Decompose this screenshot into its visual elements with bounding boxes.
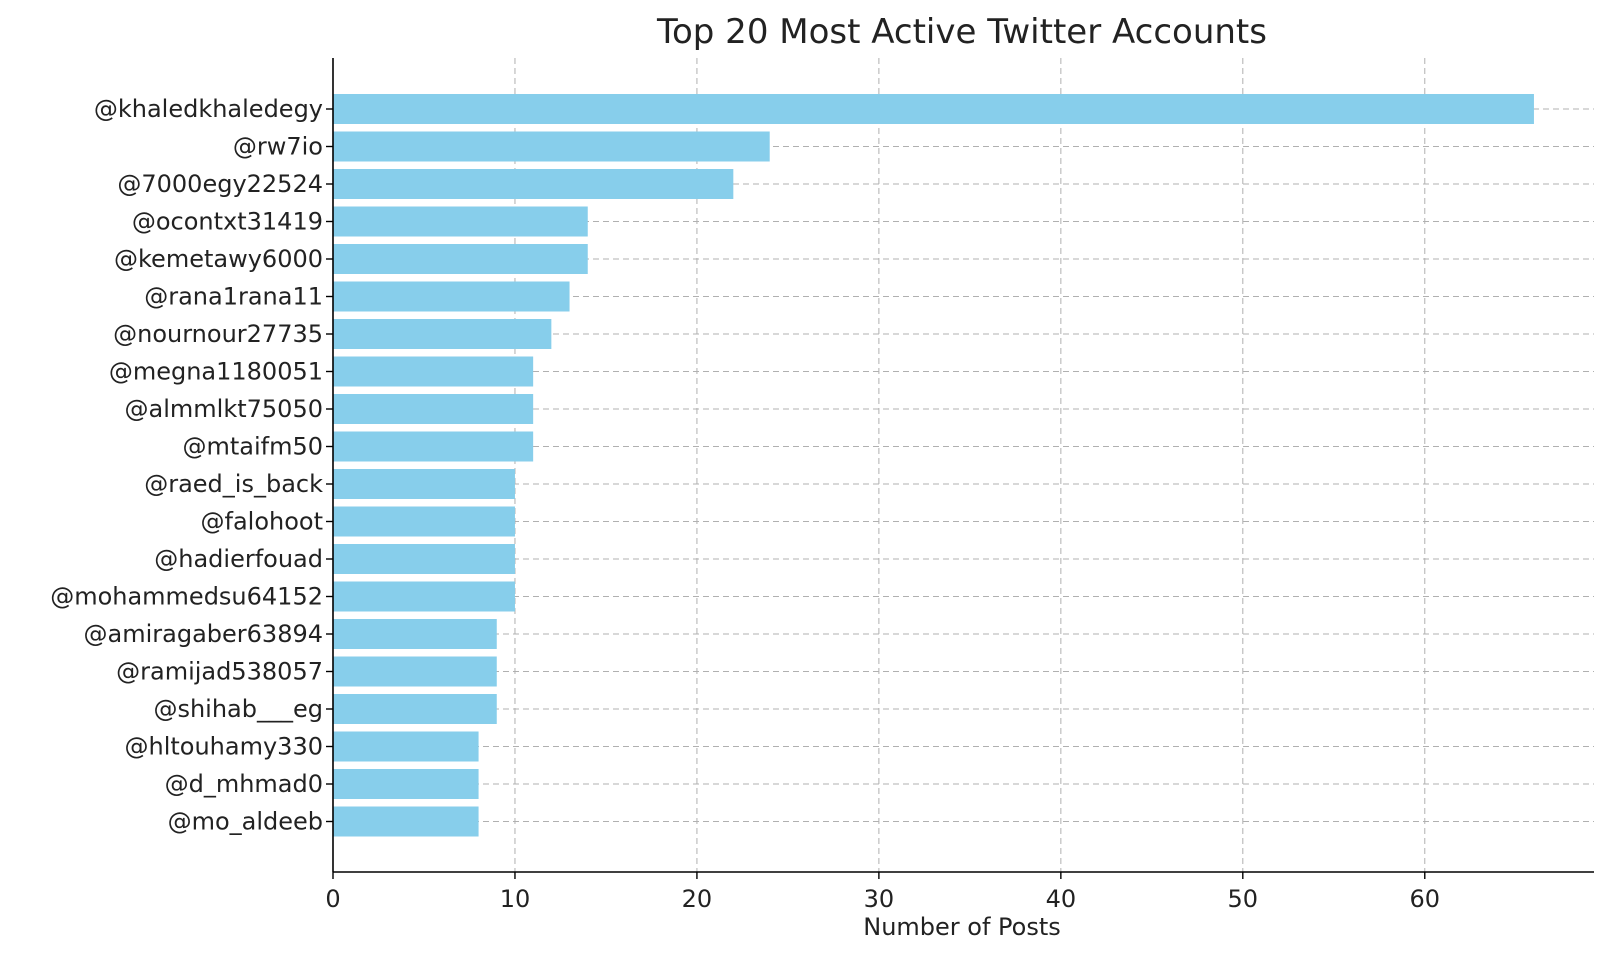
- bar: [333, 244, 588, 274]
- bar: [333, 469, 515, 499]
- bar: [333, 131, 770, 162]
- x-tick-label: 60: [1410, 885, 1441, 913]
- bar: [333, 356, 534, 387]
- bar: [333, 394, 534, 424]
- y-tick-label: @mohammedsu64152: [50, 583, 323, 611]
- y-tick-label: @rw7io: [233, 133, 323, 161]
- bars: [333, 94, 1534, 837]
- x-axis-label: Number of Posts: [863, 913, 1061, 941]
- y-tick-label: @khaledkhaledegy: [94, 95, 323, 123]
- y-tick-label: @rana1rana11: [144, 283, 323, 311]
- bar: [333, 731, 479, 762]
- y-axis: @khaledkhaledegy @rw7io @7000egy22524 @ocon…: [50, 95, 333, 836]
- y-tick-label: @7000egy22524: [117, 170, 323, 198]
- y-tick-label: @nournour27735: [113, 320, 323, 348]
- y-tick-label: @ocontxt31419: [132, 208, 323, 236]
- x-tick-label: 20: [682, 885, 713, 913]
- y-tick-label: @d_mhmad0: [165, 770, 323, 798]
- x-axis: 0 10 20 30 40 50 60: [325, 872, 1440, 913]
- bar: [333, 619, 497, 649]
- bar: [333, 431, 534, 462]
- y-tick-label: @mo_aldeeb: [168, 808, 323, 836]
- bar: [333, 319, 552, 349]
- grid: [332, 58, 1594, 872]
- bar: [333, 506, 515, 537]
- x-tick-label: 10: [500, 885, 531, 913]
- bar: [333, 656, 497, 687]
- x-tick-label: 50: [1228, 885, 1259, 913]
- bar: [333, 281, 570, 312]
- chart-title: Top 20 Most Active Twitter Accounts: [656, 12, 1267, 52]
- bar: [333, 169, 734, 199]
- bar: [333, 694, 497, 724]
- y-tick-label: @hltouhamy330: [125, 733, 324, 761]
- bar: [333, 769, 479, 799]
- y-tick-label: @megna1180051: [109, 358, 323, 386]
- y-tick-label: @shihab___eg: [153, 695, 323, 723]
- y-tick-label: @mtaifm50: [182, 433, 323, 461]
- y-tick-label: @hadierfouad: [154, 545, 323, 573]
- bar: [333, 806, 479, 837]
- y-tick-label: @kemetawy6000: [114, 245, 323, 273]
- y-tick-label: @ramijad538057: [116, 658, 323, 686]
- bar: [333, 94, 1534, 124]
- bar: [333, 581, 515, 612]
- x-tick-label: 30: [864, 885, 895, 913]
- x-tick-label: 0: [325, 885, 340, 913]
- y-tick-label: @amiragaber63894: [84, 620, 323, 648]
- bar: [333, 544, 515, 574]
- y-tick-label: @almmlkt75050: [125, 395, 323, 423]
- y-tick-label: @raed_is_back: [144, 470, 323, 498]
- x-tick-label: 40: [1046, 885, 1077, 913]
- bar: [333, 206, 588, 237]
- y-tick-label: @falohoot: [201, 508, 324, 536]
